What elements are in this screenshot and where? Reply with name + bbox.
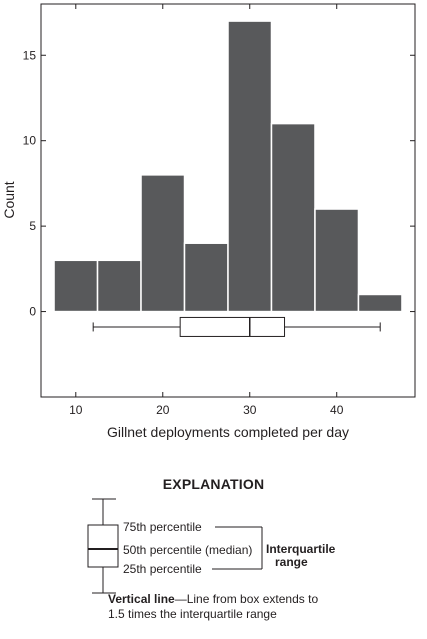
histogram-bars: [53, 20, 403, 313]
x-tick-label: 10: [69, 403, 83, 417]
iqr-label-line2: range: [275, 555, 308, 569]
y-axis-label: Count: [1, 181, 17, 218]
histogram-chart: 10 20 30 40 0 5 10 15 Gillnet deployments comp…: [1, 3, 416, 440]
x-tick-label: 30: [243, 403, 257, 417]
y-axis-ticks: 0 5 10 15: [23, 48, 415, 319]
vertical-line-note: Vertical line—Line from box extends to 1…: [108, 592, 338, 622]
histogram-bar: [314, 208, 360, 313]
explanation-title: EXPLANATION: [162, 476, 265, 492]
histogram-bar: [227, 20, 273, 313]
x-axis-label: Gillnet deployments completed per day: [107, 424, 349, 440]
histogram-bar: [96, 259, 142, 313]
vertical-line-desc: —Line from box extends to 1.5 times the …: [108, 592, 319, 621]
y-tick-label: 5: [29, 219, 36, 233]
legend-box: [87, 524, 119, 568]
iqr-label-line1: Interquartile: [266, 542, 336, 556]
boxplot-box: [179, 316, 286, 337]
boxplot: [92, 316, 381, 337]
y-tick-label: 10: [23, 134, 37, 148]
x-tick-label: 40: [330, 403, 344, 417]
histogram-bar: [357, 293, 403, 313]
x-axis-ticks: 10 20 30 40: [69, 4, 344, 417]
y-tick-label: 15: [23, 48, 37, 62]
histogram-bar: [183, 242, 229, 313]
histogram-bar: [270, 122, 316, 313]
q3-label: 75th percentile: [123, 520, 202, 534]
median-label: 50th percentile (median): [123, 543, 252, 557]
x-tick-label: 20: [156, 403, 170, 417]
vertical-line-term: Vertical line: [108, 592, 175, 606]
q1-label: 25th percentile: [123, 562, 202, 576]
plot-frame: [40, 3, 416, 398]
histogram-bar: [53, 259, 99, 313]
y-tick-label: 0: [29, 305, 36, 319]
